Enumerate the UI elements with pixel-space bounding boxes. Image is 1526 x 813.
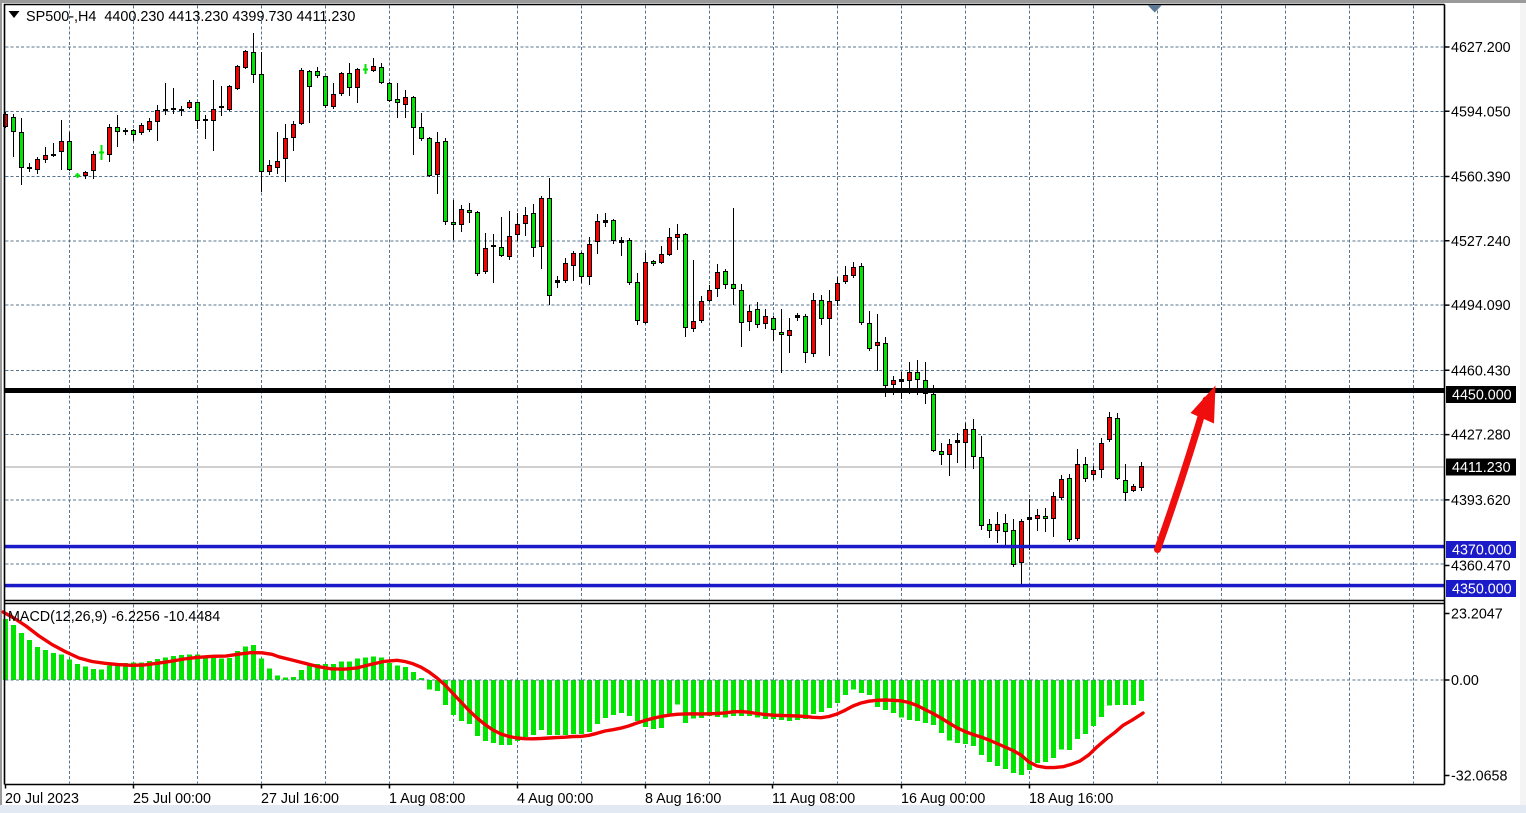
svg-text:27 Jul 16:00: 27 Jul 16:00 (261, 791, 339, 807)
svg-text:4594.050: 4594.050 (1451, 104, 1511, 120)
svg-text:4411.230: 4411.230 (1452, 460, 1511, 476)
svg-text:23.2047: 23.2047 (1451, 607, 1503, 623)
svg-text:25 Jul 00:00: 25 Jul 00:00 (133, 791, 211, 807)
svg-text:18 Aug 16:00: 18 Aug 16:00 (1029, 791, 1113, 807)
svg-text:4460.430: 4460.430 (1451, 363, 1511, 379)
svg-text:4627.200: 4627.200 (1451, 40, 1511, 56)
svg-text:-32.0658: -32.0658 (1451, 769, 1507, 785)
svg-text:4450.000: 4450.000 (1452, 388, 1512, 404)
svg-text:1 Aug 08:00: 1 Aug 08:00 (389, 791, 465, 807)
svg-text:4393.620: 4393.620 (1451, 493, 1511, 509)
svg-text:4360.470: 4360.470 (1451, 559, 1511, 575)
svg-text:4370.000: 4370.000 (1452, 543, 1512, 559)
svg-text:16 Aug 00:00: 16 Aug 00:00 (901, 791, 985, 807)
svg-text:4350.000: 4350.000 (1452, 582, 1512, 598)
svg-text:0.00: 0.00 (1451, 673, 1479, 689)
svg-text:20 Jul 2023: 20 Jul 2023 (5, 791, 79, 807)
svg-text:11 Aug 08:00: 11 Aug 08:00 (772, 791, 855, 807)
svg-text:8 Aug 16:00: 8 Aug 16:00 (645, 791, 721, 807)
svg-text:4 Aug 00:00: 4 Aug 00:00 (517, 791, 593, 807)
svg-text:4560.390: 4560.390 (1451, 170, 1511, 186)
svg-text:4527.240: 4527.240 (1451, 234, 1511, 250)
svg-text:4427.280: 4427.280 (1451, 428, 1511, 444)
svg-text:MACD(12,26,9) -6.2256 -10.4484: MACD(12,26,9) -6.2256 -10.4484 (8, 609, 220, 625)
svg-text:SP500-,H4 4400.230 4413.230 4: SP500-,H4 4400.230 4413.230 4399.730 441… (26, 9, 355, 25)
svg-text:4494.090: 4494.090 (1451, 298, 1511, 314)
